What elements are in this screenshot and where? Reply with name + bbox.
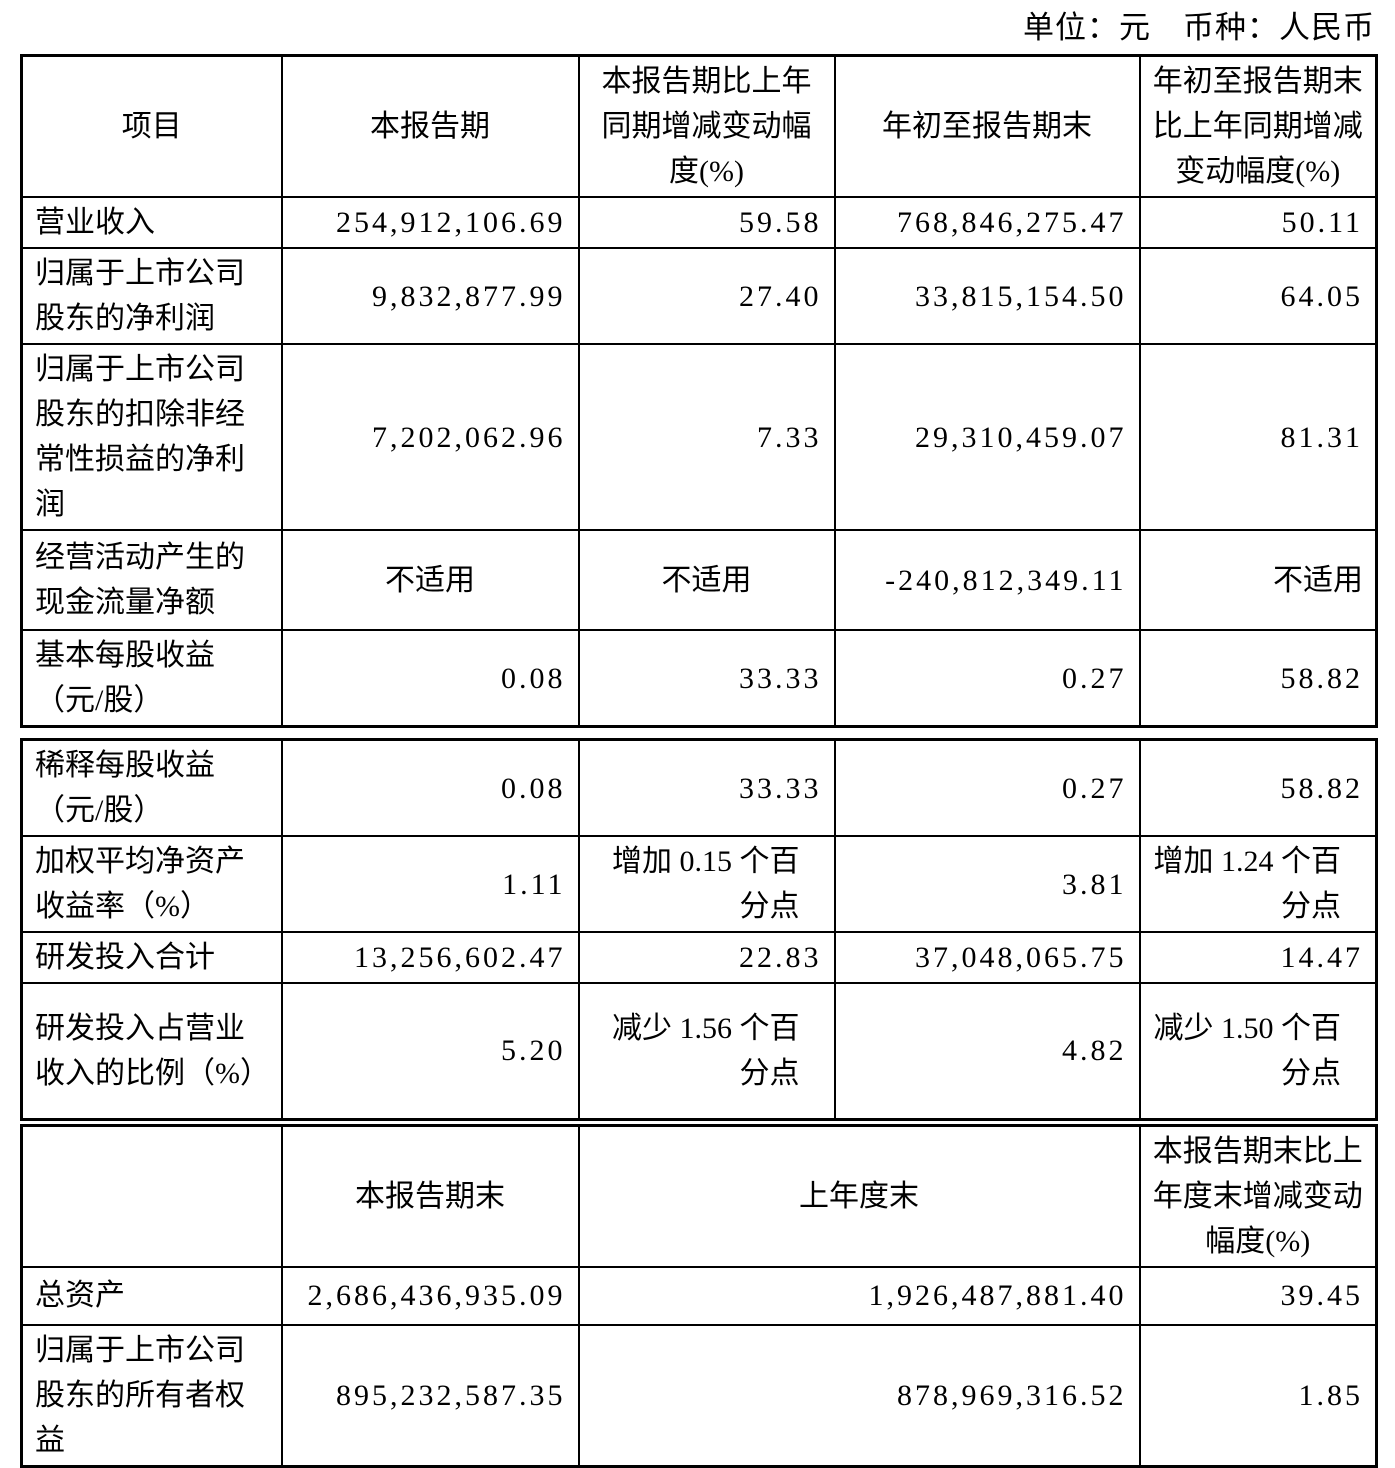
cell: 50.11: [1138, 196, 1378, 249]
header-cell: 项目: [20, 54, 283, 198]
cell: 58.82: [1138, 629, 1378, 728]
table-row: 总资产 2,686,436,935.09 1,926,487,881.40 39.45: [20, 1265, 1378, 1326]
table-row: 归属于上市公司股东的净利润 9,832,877.99 27.40 33,815,154…: [20, 247, 1378, 345]
key-figures-table-middle: 稀释每股收益（元/股） 0.08 33.33 0.27 58.82 加权平均净资产收益率（…: [20, 738, 1378, 1121]
table-row: 归属于上市公司股东的所有者权益 895,232,587.35 878,969,316…: [20, 1323, 1378, 1467]
cell: 895,232,587.35: [280, 1323, 580, 1467]
cell: 39.45: [1138, 1265, 1378, 1326]
cell: 3.81: [833, 835, 1141, 933]
cell: 29,310,459.07: [833, 343, 1141, 531]
cell: 归属于上市公司股东的净利润: [20, 247, 283, 345]
cell: 81.31: [1138, 343, 1378, 531]
cell: 27.40: [577, 247, 836, 345]
table-row: 归属于上市公司股东的扣除非经常性损益的净利润 7,202,062.96 7.33 29…: [20, 343, 1378, 531]
cell: 768,846,275.47: [833, 196, 1141, 249]
cell: 22.83: [577, 931, 836, 984]
cell: 不适用: [1138, 529, 1378, 631]
header-row: 本报告期末 上年度末 本报告期末比上年度末增减变动幅度(%): [20, 1124, 1378, 1268]
cell: 64.05: [1138, 247, 1378, 345]
cell: 基本每股收益（元/股）: [20, 629, 283, 728]
header-cell: [20, 1124, 283, 1268]
table-row: 加权平均净资产收益率（%） 1.11 增加 0.15 个百分点 3.81 增加 1.24…: [20, 835, 1378, 933]
cell: 总资产: [20, 1265, 283, 1326]
header-row: 项目 本报告期 本报告期比上年同期增减变动幅度(%) 年初至报告期末 年初至报告期末比上…: [20, 54, 1378, 198]
header-cell: 年初至报告期末: [833, 54, 1141, 198]
header-cell: 年初至报告期末比上年同期增减变动幅度(%): [1138, 54, 1378, 198]
balance-table-bottom: 本报告期末 上年度末 本报告期末比上年度末增减变动幅度(%) 总资产 2,686,436…: [20, 1123, 1378, 1468]
cell: -240,812,349.11: [833, 529, 1141, 631]
cell: 增加 1.24 个百分点: [1138, 835, 1378, 933]
cell: 经营活动产生的现金流量净额: [20, 529, 283, 631]
cell: 58.82: [1138, 738, 1378, 837]
cell: 0.08: [280, 629, 580, 728]
cell: 9,832,877.99: [280, 247, 580, 345]
cell: 878,969,316.52: [577, 1323, 1141, 1467]
cell: 不适用: [280, 529, 580, 631]
table-row: 基本每股收益（元/股） 0.08 33.33 0.27 58.82: [20, 629, 1378, 728]
cell: 7,202,062.96: [280, 343, 580, 531]
key-figures-table-top: 项目 本报告期 本报告期比上年同期增减变动幅度(%) 年初至报告期末 年初至报告期末比上…: [20, 54, 1378, 728]
cell: 33.33: [577, 629, 836, 728]
cell: 1.11: [280, 835, 580, 933]
cell: 1.85: [1138, 1323, 1378, 1467]
cell: 2,686,436,935.09: [280, 1265, 580, 1326]
cell: 0.08: [280, 738, 580, 837]
header-cell: 本报告期末: [280, 1124, 580, 1268]
cell: 研发投入占营业收入的比例（%）: [20, 982, 283, 1120]
cell: 营业收入: [20, 196, 283, 249]
cell: 稀释每股收益（元/股）: [20, 738, 283, 837]
cell: 增加 0.15 个百分点: [577, 835, 836, 933]
table-row: 经营活动产生的现金流量净额 不适用 不适用 -240,812,349.11 不适用: [20, 529, 1378, 631]
cell: 1,926,487,881.40: [577, 1265, 1141, 1326]
cell: 研发投入合计: [20, 931, 283, 984]
cell: 14.47: [1138, 931, 1378, 984]
cell: 减少 1.56 个百分点: [577, 982, 836, 1120]
cell: 33.33: [577, 738, 836, 837]
cell: 13,256,602.47: [280, 931, 580, 984]
cell: 4.82: [833, 982, 1141, 1120]
cell: 37,048,065.75: [833, 931, 1141, 984]
cell: 254,912,106.69: [280, 196, 580, 249]
unit-currency-note: 单位：元 币种：人民币: [1023, 10, 1375, 45]
cell: 0.27: [833, 738, 1141, 837]
cell: 归属于上市公司股东的扣除非经常性损益的净利润: [20, 343, 283, 531]
header-cell: 本报告期末比上年度末增减变动幅度(%): [1138, 1124, 1378, 1268]
cell: 5.20: [280, 982, 580, 1120]
cell: 0.27: [833, 629, 1141, 728]
header-cell: 本报告期比上年同期增减变动幅度(%): [577, 54, 836, 198]
header-cell: 本报告期: [280, 54, 580, 198]
cell: 7.33: [577, 343, 836, 531]
cell: 33,815,154.50: [833, 247, 1141, 345]
table-row: 研发投入合计 13,256,602.47 22.83 37,048,065.75 14.…: [20, 931, 1378, 984]
cell: 归属于上市公司股东的所有者权益: [20, 1323, 283, 1467]
cell: 59.58: [577, 196, 836, 249]
cell: 不适用: [577, 529, 836, 631]
cell: 加权平均净资产收益率（%）: [20, 835, 283, 933]
cell: 减少 1.50 个百分点: [1138, 982, 1378, 1120]
table-row: 研发投入占营业收入的比例（%） 5.20 减少 1.56 个百分点 4.82 减少 1.…: [20, 982, 1378, 1120]
table-row: 稀释每股收益（元/股） 0.08 33.33 0.27 58.82: [20, 738, 1378, 837]
table-row: 营业收入 254,912,106.69 59.58 768,846,275.47 50.…: [20, 196, 1378, 249]
header-cell: 上年度末: [577, 1124, 1141, 1268]
